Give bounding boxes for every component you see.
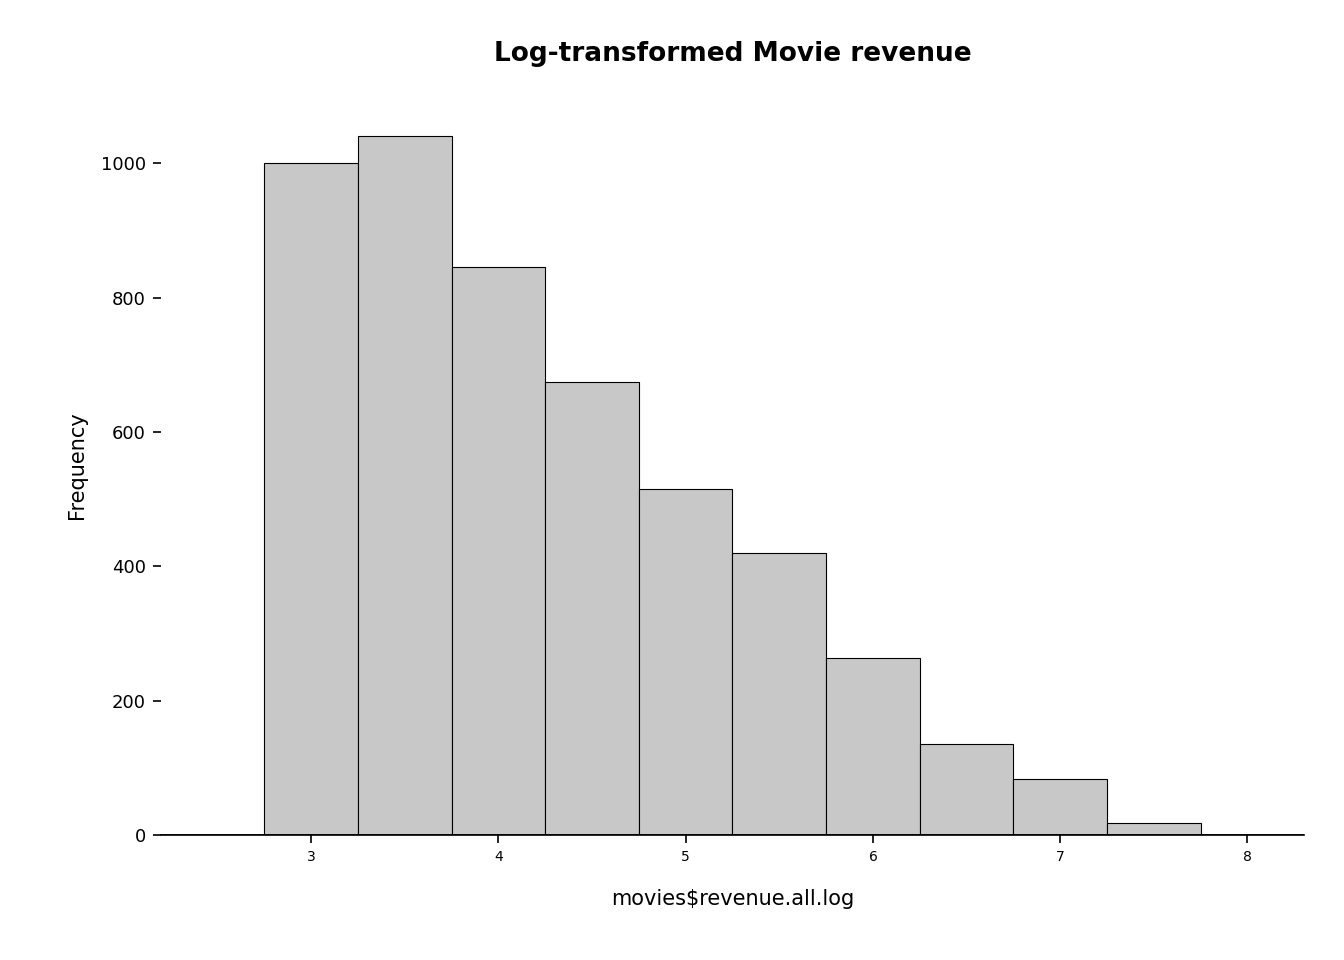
Bar	[546, 381, 638, 835]
Y-axis label: Frequency: Frequency	[67, 412, 87, 519]
Bar	[919, 745, 1013, 835]
Bar	[1107, 823, 1200, 835]
Bar	[358, 136, 452, 835]
Bar	[732, 553, 827, 835]
Title: Log-transformed Movie revenue: Log-transformed Movie revenue	[493, 41, 972, 67]
Bar	[452, 267, 546, 835]
Bar	[1013, 780, 1107, 835]
Bar	[265, 163, 358, 835]
X-axis label: movies$revenue.all.log: movies$revenue.all.log	[612, 890, 853, 909]
Bar	[638, 489, 732, 835]
Bar	[827, 659, 919, 835]
